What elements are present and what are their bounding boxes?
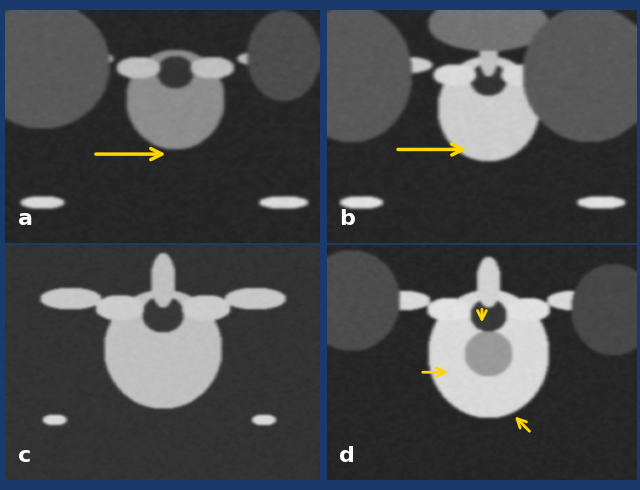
Text: a: a — [18, 209, 33, 228]
Text: b: b — [339, 209, 355, 228]
Text: d: d — [339, 446, 355, 466]
Text: c: c — [18, 446, 31, 466]
